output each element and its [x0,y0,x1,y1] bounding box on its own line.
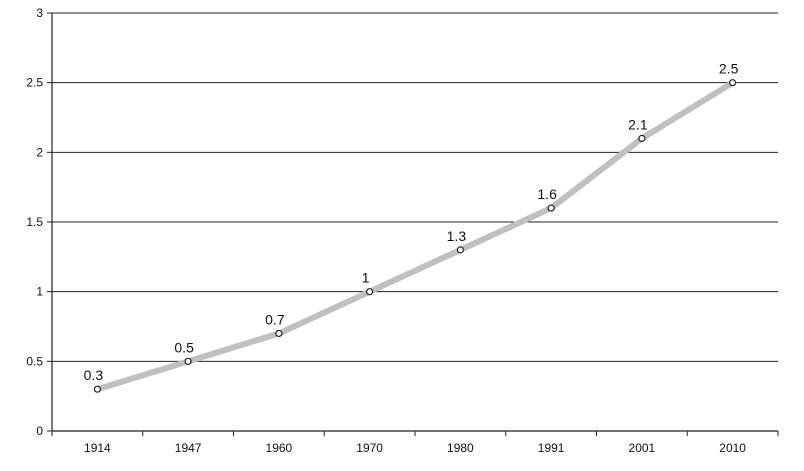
x-tick-label: 1960 [266,441,293,455]
data-label: 0.3 [84,367,104,383]
data-label: 0.7 [265,311,285,327]
data-point [456,246,464,254]
x-tick-label: 1991 [538,441,565,455]
data-label: 0.5 [174,339,194,355]
y-tick-label: 1 [36,285,43,299]
y-tick-label: 0.5 [26,354,43,368]
data-label: 2.5 [719,61,739,77]
series-layer [93,79,737,393]
x-tick-label: 1970 [356,441,383,455]
data-label: 2.1 [628,116,648,132]
x-tick-label: 1980 [447,441,474,455]
data-label: 1.3 [447,228,467,244]
data-point [366,288,374,296]
x-tick-label: 1947 [175,441,202,455]
y-tick-label: 2 [36,145,43,159]
data-label: 1.6 [537,186,557,202]
data-point [547,204,555,212]
y-tick-label: 1.5 [26,215,43,229]
data-point [184,357,192,365]
data-label: 1 [362,270,370,286]
axes [47,12,779,436]
y-tick-label: 2.5 [26,76,43,90]
data-point [638,134,646,142]
x-tick-label: 1914 [84,441,111,455]
y-tick-label: 3 [36,6,43,20]
y-tick-label: 0 [36,424,43,438]
series-line [94,79,736,393]
data-point [275,329,283,338]
x-tick-label: 2010 [719,441,746,455]
data-point [729,79,737,87]
labels-layer: 0 0.5 1 1.5 2 2.5 3 1914 1947 1960 1970 1980 1991 200… [26,6,746,455]
data-point [93,385,101,393]
gridlines [52,12,778,362]
x-tick-label: 2001 [629,441,656,455]
